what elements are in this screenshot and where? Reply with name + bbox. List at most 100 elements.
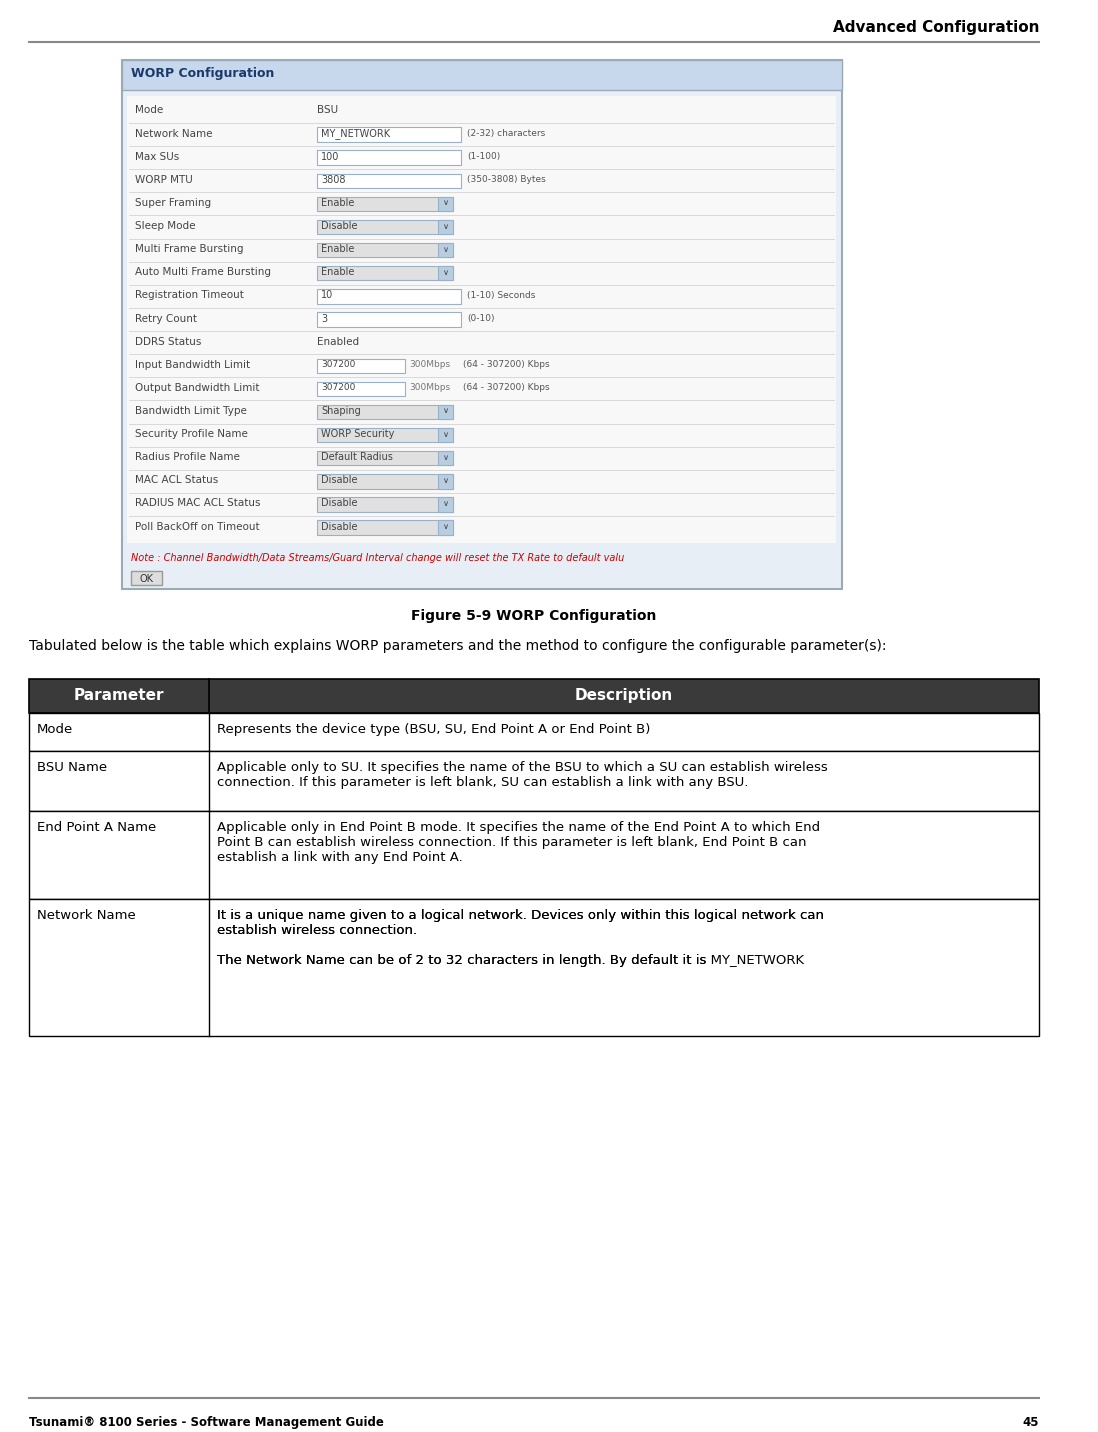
Bar — [317, 150, 461, 165]
Text: (350-3808) Bytes: (350-3808) Bytes — [467, 175, 546, 185]
Text: 3808: 3808 — [321, 175, 346, 185]
Bar — [317, 451, 453, 465]
Text: Enable: Enable — [321, 268, 355, 278]
Text: Multi Frame Bursting: Multi Frame Bursting — [135, 243, 244, 253]
Text: ∨: ∨ — [442, 430, 449, 438]
Text: (1-100): (1-100) — [467, 152, 501, 162]
Text: ∨: ∨ — [442, 498, 449, 508]
Text: Bandwidth Limit Type: Bandwidth Limit Type — [135, 407, 247, 415]
Text: ∨: ∨ — [442, 407, 449, 415]
Bar — [317, 221, 453, 235]
Text: Enable: Enable — [321, 243, 355, 253]
Text: Figure 5-9 WORP Configuration: Figure 5-9 WORP Configuration — [412, 609, 657, 623]
Bar — [438, 405, 453, 420]
Text: Auto Multi Frame Bursting: Auto Multi Frame Bursting — [135, 268, 271, 278]
Text: (1-10) Seconds: (1-10) Seconds — [467, 291, 536, 299]
Bar — [438, 196, 453, 211]
Text: End Point A Name: End Point A Name — [37, 821, 156, 833]
Bar — [317, 127, 461, 142]
Text: ∨: ∨ — [442, 245, 449, 253]
Bar — [30, 679, 1039, 713]
Text: 45: 45 — [1022, 1416, 1039, 1429]
Text: DDRS Status: DDRS Status — [135, 337, 202, 347]
Text: (0-10): (0-10) — [467, 314, 494, 324]
Bar — [122, 60, 841, 589]
Text: WORP MTU: WORP MTU — [135, 175, 193, 185]
Text: Disable: Disable — [321, 475, 358, 485]
Text: Input Bandwidth Limit: Input Bandwidth Limit — [135, 359, 250, 369]
Bar — [317, 405, 453, 420]
Bar — [127, 96, 836, 543]
Text: Security Profile Name: Security Profile Name — [135, 430, 248, 440]
Bar — [30, 713, 1039, 750]
Bar — [438, 520, 453, 534]
Bar — [317, 243, 453, 258]
Text: MY_NETWORK: MY_NETWORK — [321, 127, 390, 139]
Text: 3: 3 — [321, 314, 327, 324]
Text: 300Mbps: 300Mbps — [410, 384, 450, 392]
Text: RADIUS MAC ACL Status: RADIUS MAC ACL Status — [135, 498, 260, 508]
Text: Shaping: Shaping — [321, 407, 361, 415]
Bar — [122, 60, 841, 90]
Text: WORP Security: WORP Security — [321, 430, 394, 440]
Text: Disable: Disable — [321, 498, 358, 508]
Bar — [317, 520, 453, 534]
Bar — [438, 243, 453, 258]
Text: Network Name: Network Name — [37, 908, 136, 922]
Text: Advanced Configuration: Advanced Configuration — [832, 20, 1039, 34]
Text: Disable: Disable — [321, 521, 358, 531]
Bar — [438, 221, 453, 235]
Bar — [317, 196, 453, 211]
Text: 300Mbps: 300Mbps — [410, 361, 450, 369]
Text: ∨: ∨ — [442, 268, 449, 276]
Bar — [438, 497, 453, 511]
Bar — [438, 474, 453, 488]
Bar — [317, 312, 461, 326]
Text: 307200: 307200 — [321, 361, 356, 369]
Text: Retry Count: Retry Count — [135, 314, 198, 324]
Text: Network Name: Network Name — [135, 129, 213, 139]
Bar — [317, 382, 405, 397]
Text: MAC ACL Status: MAC ACL Status — [135, 475, 219, 485]
Bar — [438, 266, 453, 281]
Text: WORP Configuration: WORP Configuration — [132, 67, 274, 80]
Text: Sleep Mode: Sleep Mode — [135, 221, 195, 231]
Text: Default Radius: Default Radius — [321, 453, 393, 463]
Bar — [132, 571, 163, 586]
Text: Registration Timeout: Registration Timeout — [135, 291, 244, 301]
Bar — [317, 266, 453, 281]
Bar — [317, 497, 453, 511]
Bar — [317, 173, 461, 188]
Text: 307200: 307200 — [321, 384, 356, 392]
Bar — [317, 428, 453, 442]
Bar — [30, 811, 1039, 899]
Text: 100: 100 — [321, 152, 339, 162]
Text: Tsunami® 8100 Series - Software Management Guide: Tsunami® 8100 Series - Software Manageme… — [30, 1416, 384, 1429]
Text: Super Framing: Super Framing — [135, 198, 211, 208]
Text: 10: 10 — [321, 291, 334, 301]
Text: (64 - 307200) Kbps: (64 - 307200) Kbps — [463, 384, 550, 392]
Text: Poll BackOff on Timeout: Poll BackOff on Timeout — [135, 521, 260, 531]
Text: It is a unique name given to a logical network. Devices only within this logical: It is a unique name given to a logical n… — [217, 908, 824, 967]
Bar — [30, 899, 1039, 1037]
Bar — [30, 750, 1039, 811]
Text: Max SUs: Max SUs — [135, 152, 179, 162]
Text: Radius Profile Name: Radius Profile Name — [135, 453, 240, 463]
Bar — [317, 289, 461, 304]
Text: Disable: Disable — [321, 221, 358, 231]
Text: BSU Name: BSU Name — [37, 760, 108, 773]
Text: ∨: ∨ — [442, 453, 449, 461]
Text: (64 - 307200) Kbps: (64 - 307200) Kbps — [463, 361, 550, 369]
Text: Description: Description — [575, 689, 673, 703]
Text: ∨: ∨ — [442, 222, 449, 231]
Text: OK: OK — [139, 574, 154, 584]
Text: (2-32) characters: (2-32) characters — [467, 129, 546, 137]
Text: Note : Channel Bandwidth/Data Streams/Guard Interval change will reset the TX Ra: Note : Channel Bandwidth/Data Streams/Gu… — [132, 553, 625, 563]
Text: BSU: BSU — [317, 106, 338, 116]
Bar — [438, 428, 453, 442]
Text: It is a unique name given to a logical network. Devices only within this logical: It is a unique name given to a logical n… — [217, 908, 824, 967]
Text: Tabulated below is the table which explains WORP parameters and the method to co: Tabulated below is the table which expla… — [30, 639, 887, 653]
Text: ∨: ∨ — [442, 475, 449, 485]
Bar — [438, 451, 453, 465]
Text: Mode: Mode — [135, 106, 164, 116]
